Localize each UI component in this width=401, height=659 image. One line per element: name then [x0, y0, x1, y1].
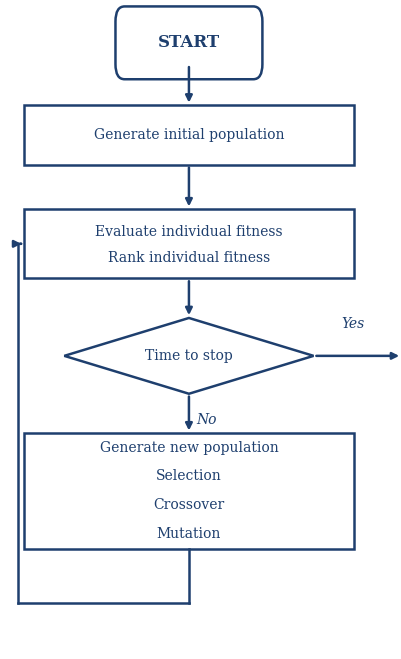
Text: Rank individual fitness: Rank individual fitness	[107, 251, 269, 266]
Text: Selection: Selection	[156, 469, 221, 484]
FancyBboxPatch shape	[24, 434, 353, 548]
Text: Yes: Yes	[341, 317, 364, 331]
Text: Crossover: Crossover	[153, 498, 224, 513]
Text: Generate initial population: Generate initial population	[93, 128, 284, 142]
Text: Time to stop: Time to stop	[145, 349, 232, 363]
Text: START: START	[158, 34, 219, 51]
Polygon shape	[64, 318, 313, 393]
Text: Generate new population: Generate new population	[99, 441, 277, 455]
Text: Mutation: Mutation	[156, 527, 221, 541]
Text: Evaluate individual fitness: Evaluate individual fitness	[95, 225, 282, 239]
FancyBboxPatch shape	[24, 210, 353, 278]
Text: No: No	[196, 413, 217, 427]
FancyBboxPatch shape	[24, 105, 353, 165]
FancyBboxPatch shape	[115, 7, 262, 79]
